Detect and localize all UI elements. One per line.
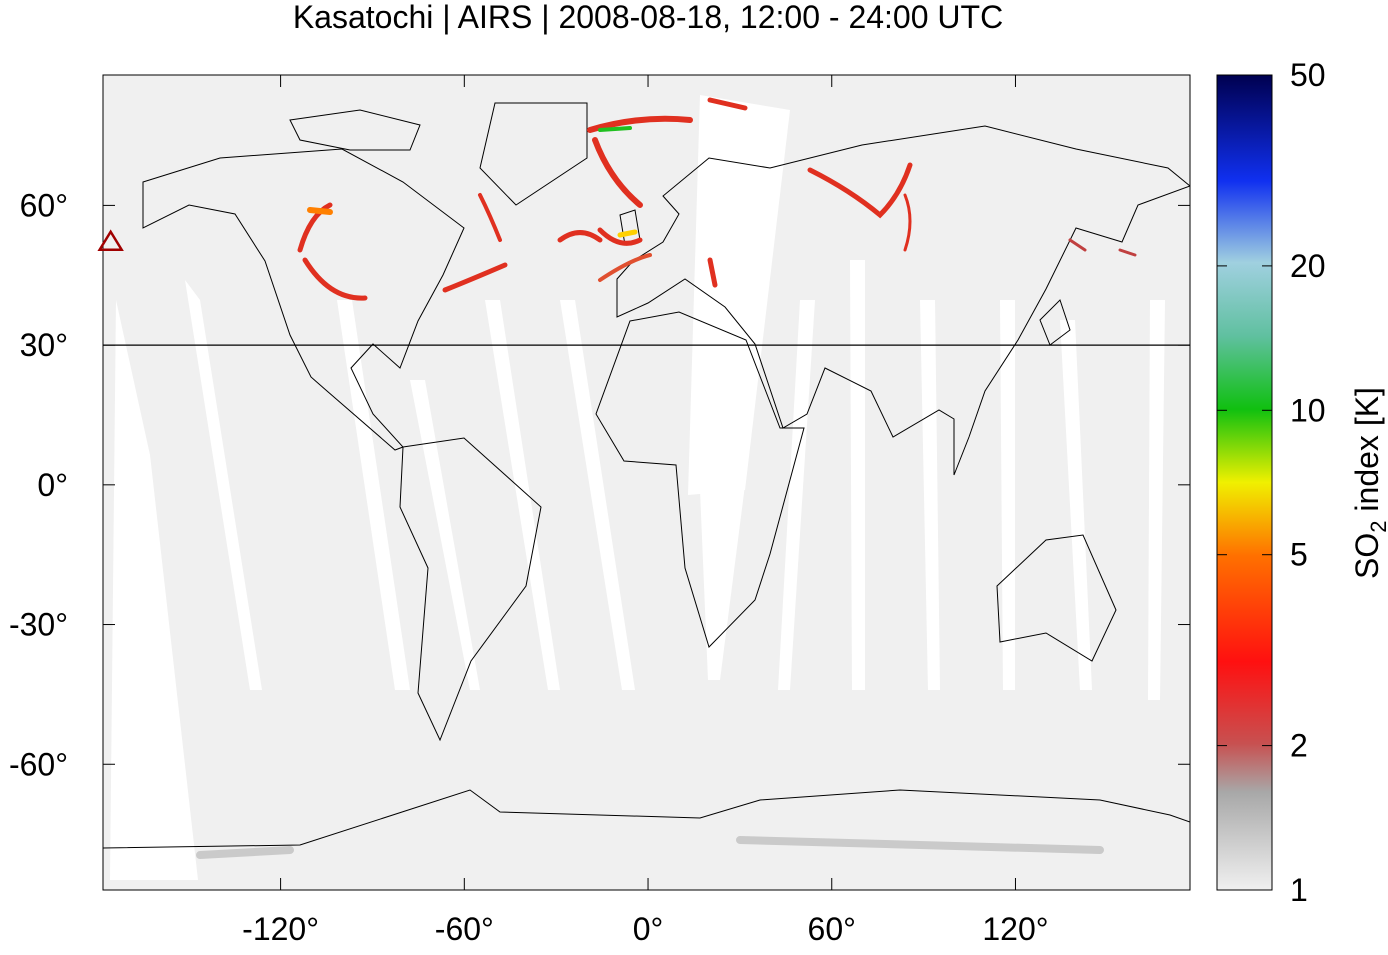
x-tick-label: -60°: [435, 911, 494, 947]
coastlines: [103, 102, 1190, 849]
volcano-marker: [97, 229, 124, 251]
orbit-gaps: [110, 95, 1165, 880]
map-background: [103, 75, 1190, 890]
y-tick-label: 60°: [20, 187, 68, 223]
colorbar-title-sub: 2: [1366, 520, 1388, 532]
colorbar-tick-label: 50: [1290, 57, 1326, 93]
y-tick-label: 30°: [20, 327, 68, 363]
map-area: [103, 75, 1190, 890]
colorbar-tick-label: 1: [1290, 872, 1308, 908]
x-tick-label: -120°: [242, 911, 319, 947]
x-tick-label: 0°: [633, 911, 664, 947]
x-tick-label: 120°: [982, 911, 1048, 947]
y-tick-label: -30°: [9, 607, 68, 643]
x-tick-label: 60°: [808, 911, 856, 947]
map-frame: [102, 74, 1191, 891]
colorbar-tick-label: 5: [1290, 537, 1308, 573]
colorbar-tick-label: 20: [1290, 248, 1326, 284]
colorbar-title-rest: index [K]: [1349, 387, 1385, 520]
so2-plumes: [196, 97, 1137, 859]
map-title: Kasatochi | AIRS | 2008-08-18, 12:00 - 2…: [293, 0, 1003, 35]
colorbar-tick-label: 2: [1290, 728, 1308, 764]
colorbar-tick-label: 10: [1290, 392, 1326, 428]
y-tick-label: -60°: [9, 746, 68, 782]
colorbar-title: SO2 index [K]: [1349, 387, 1388, 579]
colorbar-title-main: SO: [1349, 533, 1385, 579]
y-tick-label: 0°: [37, 467, 68, 503]
colorbar: [1216, 74, 1273, 891]
